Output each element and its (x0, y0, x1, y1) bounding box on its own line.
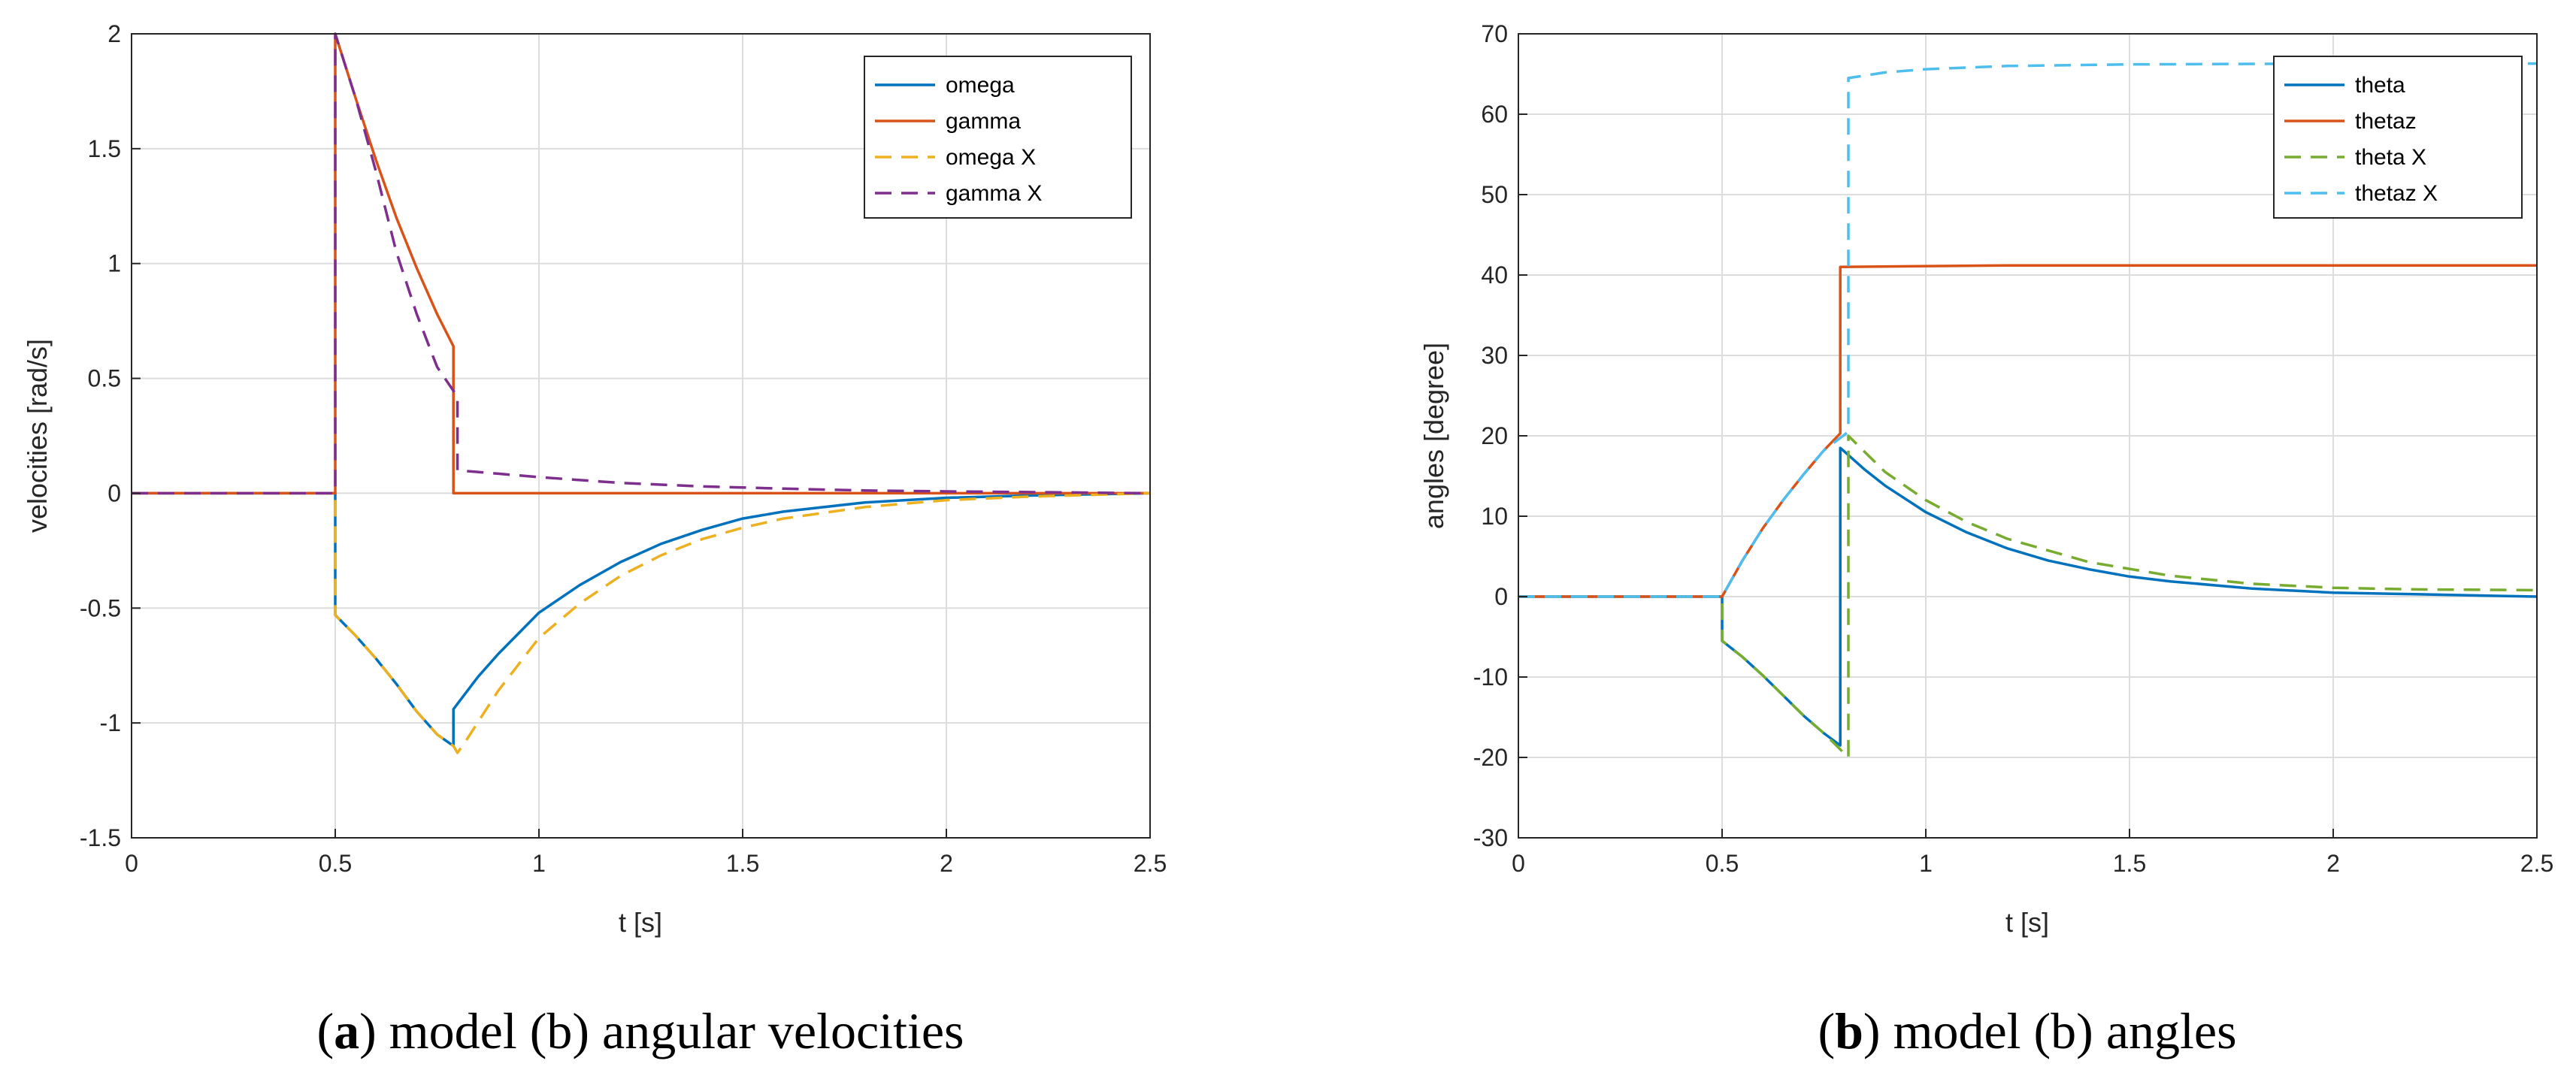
legend-label: gamma (946, 109, 1021, 134)
y-tick-label: 0 (1494, 583, 1508, 610)
x-tick-label: 1.5 (2113, 850, 2146, 877)
series-line-gamma-x (132, 32, 1151, 495)
data-series (1518, 62, 2538, 759)
y-tick-label: 10 (1481, 503, 1508, 530)
x-tick-label: 0 (1512, 850, 1525, 877)
axes-frame (131, 33, 1151, 839)
x-tick-label: 2 (940, 850, 953, 877)
x-tick-label: 1.5 (726, 850, 759, 877)
x-axis-label: t [s] (619, 907, 662, 938)
y-tick-label: 0 (107, 479, 121, 506)
legend-label: thetaz (2355, 109, 2417, 134)
y-tick-label: 30 (1481, 342, 1508, 369)
x-tick-label: 1 (1919, 850, 1933, 877)
x-tick-label: 2.5 (1134, 850, 1167, 877)
y-tick-label: 2 (107, 20, 121, 47)
y-tick-label: 40 (1481, 261, 1508, 289)
y-axis-label: velocities [rad/s] (22, 339, 53, 533)
y-tick-label: 1.5 (88, 135, 121, 162)
caption-open-paren: ( (1818, 1002, 1835, 1059)
series-line-omega-x (132, 491, 1151, 754)
caption-text: ) model (b) angles (1863, 1002, 2237, 1059)
y-tick-label: 0.5 (88, 365, 121, 392)
caption-open-paren: ( (316, 1002, 334, 1059)
x-tick-label: 1 (532, 850, 546, 877)
x-tick-label: 0.5 (319, 850, 352, 877)
legend-label: gamma X (946, 181, 1042, 206)
tick-labels: 0 0.5 1 1.5 2 2.5 -30 -20 -10 0 10 20 30 40 50 60 70 (1473, 20, 2553, 877)
y-tick-label: -10 (1473, 663, 1508, 691)
y-tick-label: -0.5 (80, 594, 121, 621)
panel-a-angular-velocities: 0 0.5 1 1.5 2 2.5 -1.5 -1 -0.5 0 0.5 1 1.5 2 t [s] ve… (22, 20, 1167, 1059)
x-tick-label: 2 (2326, 850, 2340, 877)
y-tick-label: 20 (1481, 422, 1508, 449)
x-tick-label: 0.5 (1706, 850, 1739, 877)
y-tick-label: -1.5 (80, 824, 121, 851)
caption-letter: b (1835, 1002, 1863, 1059)
caption-letter: a (334, 1002, 359, 1059)
data-series (132, 32, 1151, 754)
panel-b-angles: 0 0.5 1 1.5 2 2.5 -30 -20 -10 0 10 20 30 40 50 60 70 t [… (1418, 20, 2553, 1059)
y-tick-label: -20 (1473, 744, 1508, 771)
legend: omega gamma omega X gamma X (864, 56, 1132, 219)
legend-label: omega X (946, 145, 1036, 170)
y-tick-label: 1 (107, 250, 121, 277)
x-tick-label: 2.5 (2520, 850, 2553, 877)
x-tick-label: 0 (125, 850, 138, 877)
y-tick-label: 50 (1481, 181, 1508, 208)
series-line-theta-x (1518, 434, 2538, 759)
y-tick-label: 70 (1481, 20, 1508, 47)
legend-label: omega (946, 73, 1015, 98)
caption: (b) model (b) angles (1818, 1002, 2236, 1059)
legend: theta thetaz theta X thetaz X (2273, 56, 2523, 219)
legend-box (2273, 56, 2523, 219)
legend-box (864, 56, 1132, 219)
caption-text: ) model (b) angular velocities (359, 1002, 964, 1059)
legend-label: theta (2355, 73, 2405, 98)
legend-label: thetaz X (2355, 181, 2438, 206)
x-axis-label: t [s] (2005, 907, 2049, 938)
y-tick-label: 60 (1481, 101, 1508, 128)
y-tick-label: -30 (1473, 824, 1508, 851)
y-tick-label: -1 (100, 709, 121, 736)
legend-label: theta X (2355, 145, 2426, 170)
series-line-thetaz-x (1518, 62, 2537, 598)
tick-labels: 0 0.5 1 1.5 2 2.5 -1.5 -1 -0.5 0 0.5 1 1.5 2 (80, 20, 1167, 877)
caption: (a) model (b) angular velocities (316, 1002, 964, 1059)
y-axis-label: angles [degree] (1418, 343, 1449, 529)
